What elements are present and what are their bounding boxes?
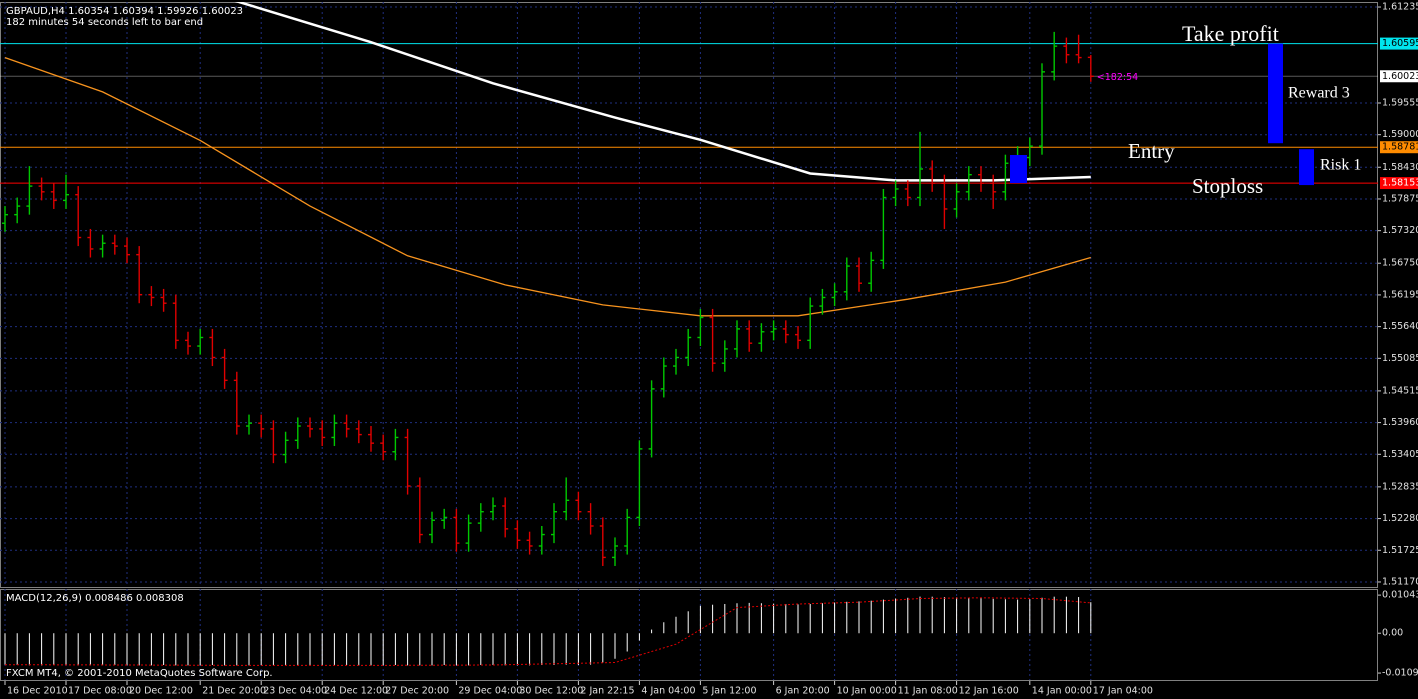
moving-average: [4, 56, 1091, 317]
x-tick-label: 10 Jan 00:00: [837, 686, 897, 697]
x-tick-label: 30 Dec 12:00: [519, 686, 583, 697]
main-plot: <182:54 Take profit Entry Stoploss Reward 3 R…: [0, 2, 1378, 587]
x-tick-label: 11 Jan 08:00: [898, 686, 958, 697]
macd-plot: [4, 589, 1092, 680]
y-tick-label: 0.00: [1382, 628, 1403, 639]
annotation: Entry: [1128, 139, 1175, 163]
y-tick-label: -0.01090: [1382, 668, 1418, 679]
x-tick-label: 21 Dec 20:00: [202, 686, 266, 697]
x-tick-label: 29 Dec 04:00: [458, 686, 522, 697]
price-level-tag: [1380, 141, 1418, 154]
y-tick-label: 1.61235: [1382, 2, 1418, 13]
y-tick-label: 1.55640: [1382, 321, 1418, 332]
x-tick-label: 23 Dec 04:00: [263, 686, 327, 697]
price-level-tag: [1380, 37, 1418, 50]
x-tick-label: 2 Jan 22:15: [580, 686, 634, 697]
annotation: Reward 3: [1288, 85, 1350, 102]
x-tick-label: 6 Jan 20:00: [776, 686, 830, 697]
y-tick-label: 1.52835: [1382, 481, 1418, 492]
bar-countdown: <182:54: [1097, 72, 1138, 83]
price-level-label: 1.58781: [1382, 142, 1418, 153]
annotation: Risk 1: [1320, 157, 1361, 174]
y-tick-label: 1.51170: [1382, 576, 1418, 587]
y-tick-label: 1.55085: [1382, 353, 1418, 364]
x-tick-label: 17 Dec 08:00: [68, 686, 132, 697]
y-tick-label: 1.51725: [1382, 545, 1418, 556]
x-tick-label: 4 Jan 04:00: [641, 686, 695, 697]
annotation: Stoploss: [1192, 174, 1263, 198]
price-level-label: 1.58153: [1382, 178, 1418, 189]
x-tick-label: 20 Dec 12:00: [129, 686, 193, 697]
x-tick-label: 16 Dec 2010: [7, 686, 68, 697]
y-tick-label: 1.52280: [1382, 513, 1418, 524]
risk-box: [1299, 149, 1314, 186]
y-tick-label: 0.01043: [1382, 590, 1418, 601]
x-tick-label: 12 Jan 16:00: [959, 686, 1019, 697]
macd-panel: [0, 589, 1378, 681]
y-tick-label: 1.57875: [1382, 193, 1418, 204]
footer: FXCM MT4, © 2001-2010 MetaQuotes Softwar…: [6, 668, 273, 679]
entry-box: [1010, 155, 1027, 184]
moving-average: [234, 2, 1091, 182]
y-tick-label: 1.59555: [1382, 97, 1418, 108]
x-tick-label: 17 Jan 04:00: [1093, 686, 1153, 697]
y-tick-label: 1.59000: [1382, 129, 1418, 140]
y-tick-label: 1.54515: [1382, 385, 1418, 396]
macd-signal: [4, 597, 1091, 666]
price-level-tag: [1380, 70, 1418, 83]
y-tick-label: 1.58430: [1382, 162, 1418, 173]
annotation: Take profit: [1182, 21, 1279, 46]
price-level-tag: [1380, 177, 1418, 190]
y-tick-label: 1.53960: [1382, 417, 1418, 428]
symbol-info: GBPAUD,H4 1.60354 1.60394 1.59926 1.6002…: [6, 6, 243, 17]
x-tick-label: 27 Dec 20:00: [385, 686, 449, 697]
bar-timer: 182 minutes 54 seconds left to bar end: [6, 17, 203, 28]
x-tick-label: 24 Dec 12:00: [324, 686, 388, 697]
reward-box: [1268, 43, 1283, 144]
x-tick-label: 5 Jan 12:00: [702, 686, 756, 697]
price-level-label: 1.60023: [1382, 71, 1418, 82]
axes: 1.51170 1.51725 1.52280 1.52835 1.53405 1.539…: [4, 2, 1418, 697]
price-level-label: 1.60595: [1382, 38, 1418, 49]
y-tick-label: 1.56750: [1382, 258, 1418, 269]
y-tick-label: 1.57320: [1382, 225, 1418, 236]
y-tick-label: 1.56195: [1382, 289, 1418, 300]
x-tick-label: 14 Jan 00:00: [1032, 686, 1092, 697]
macd-title: MACD(12,26,9) 0.008486 0.008308: [6, 593, 184, 604]
y-tick-label: 1.53405: [1382, 449, 1418, 460]
